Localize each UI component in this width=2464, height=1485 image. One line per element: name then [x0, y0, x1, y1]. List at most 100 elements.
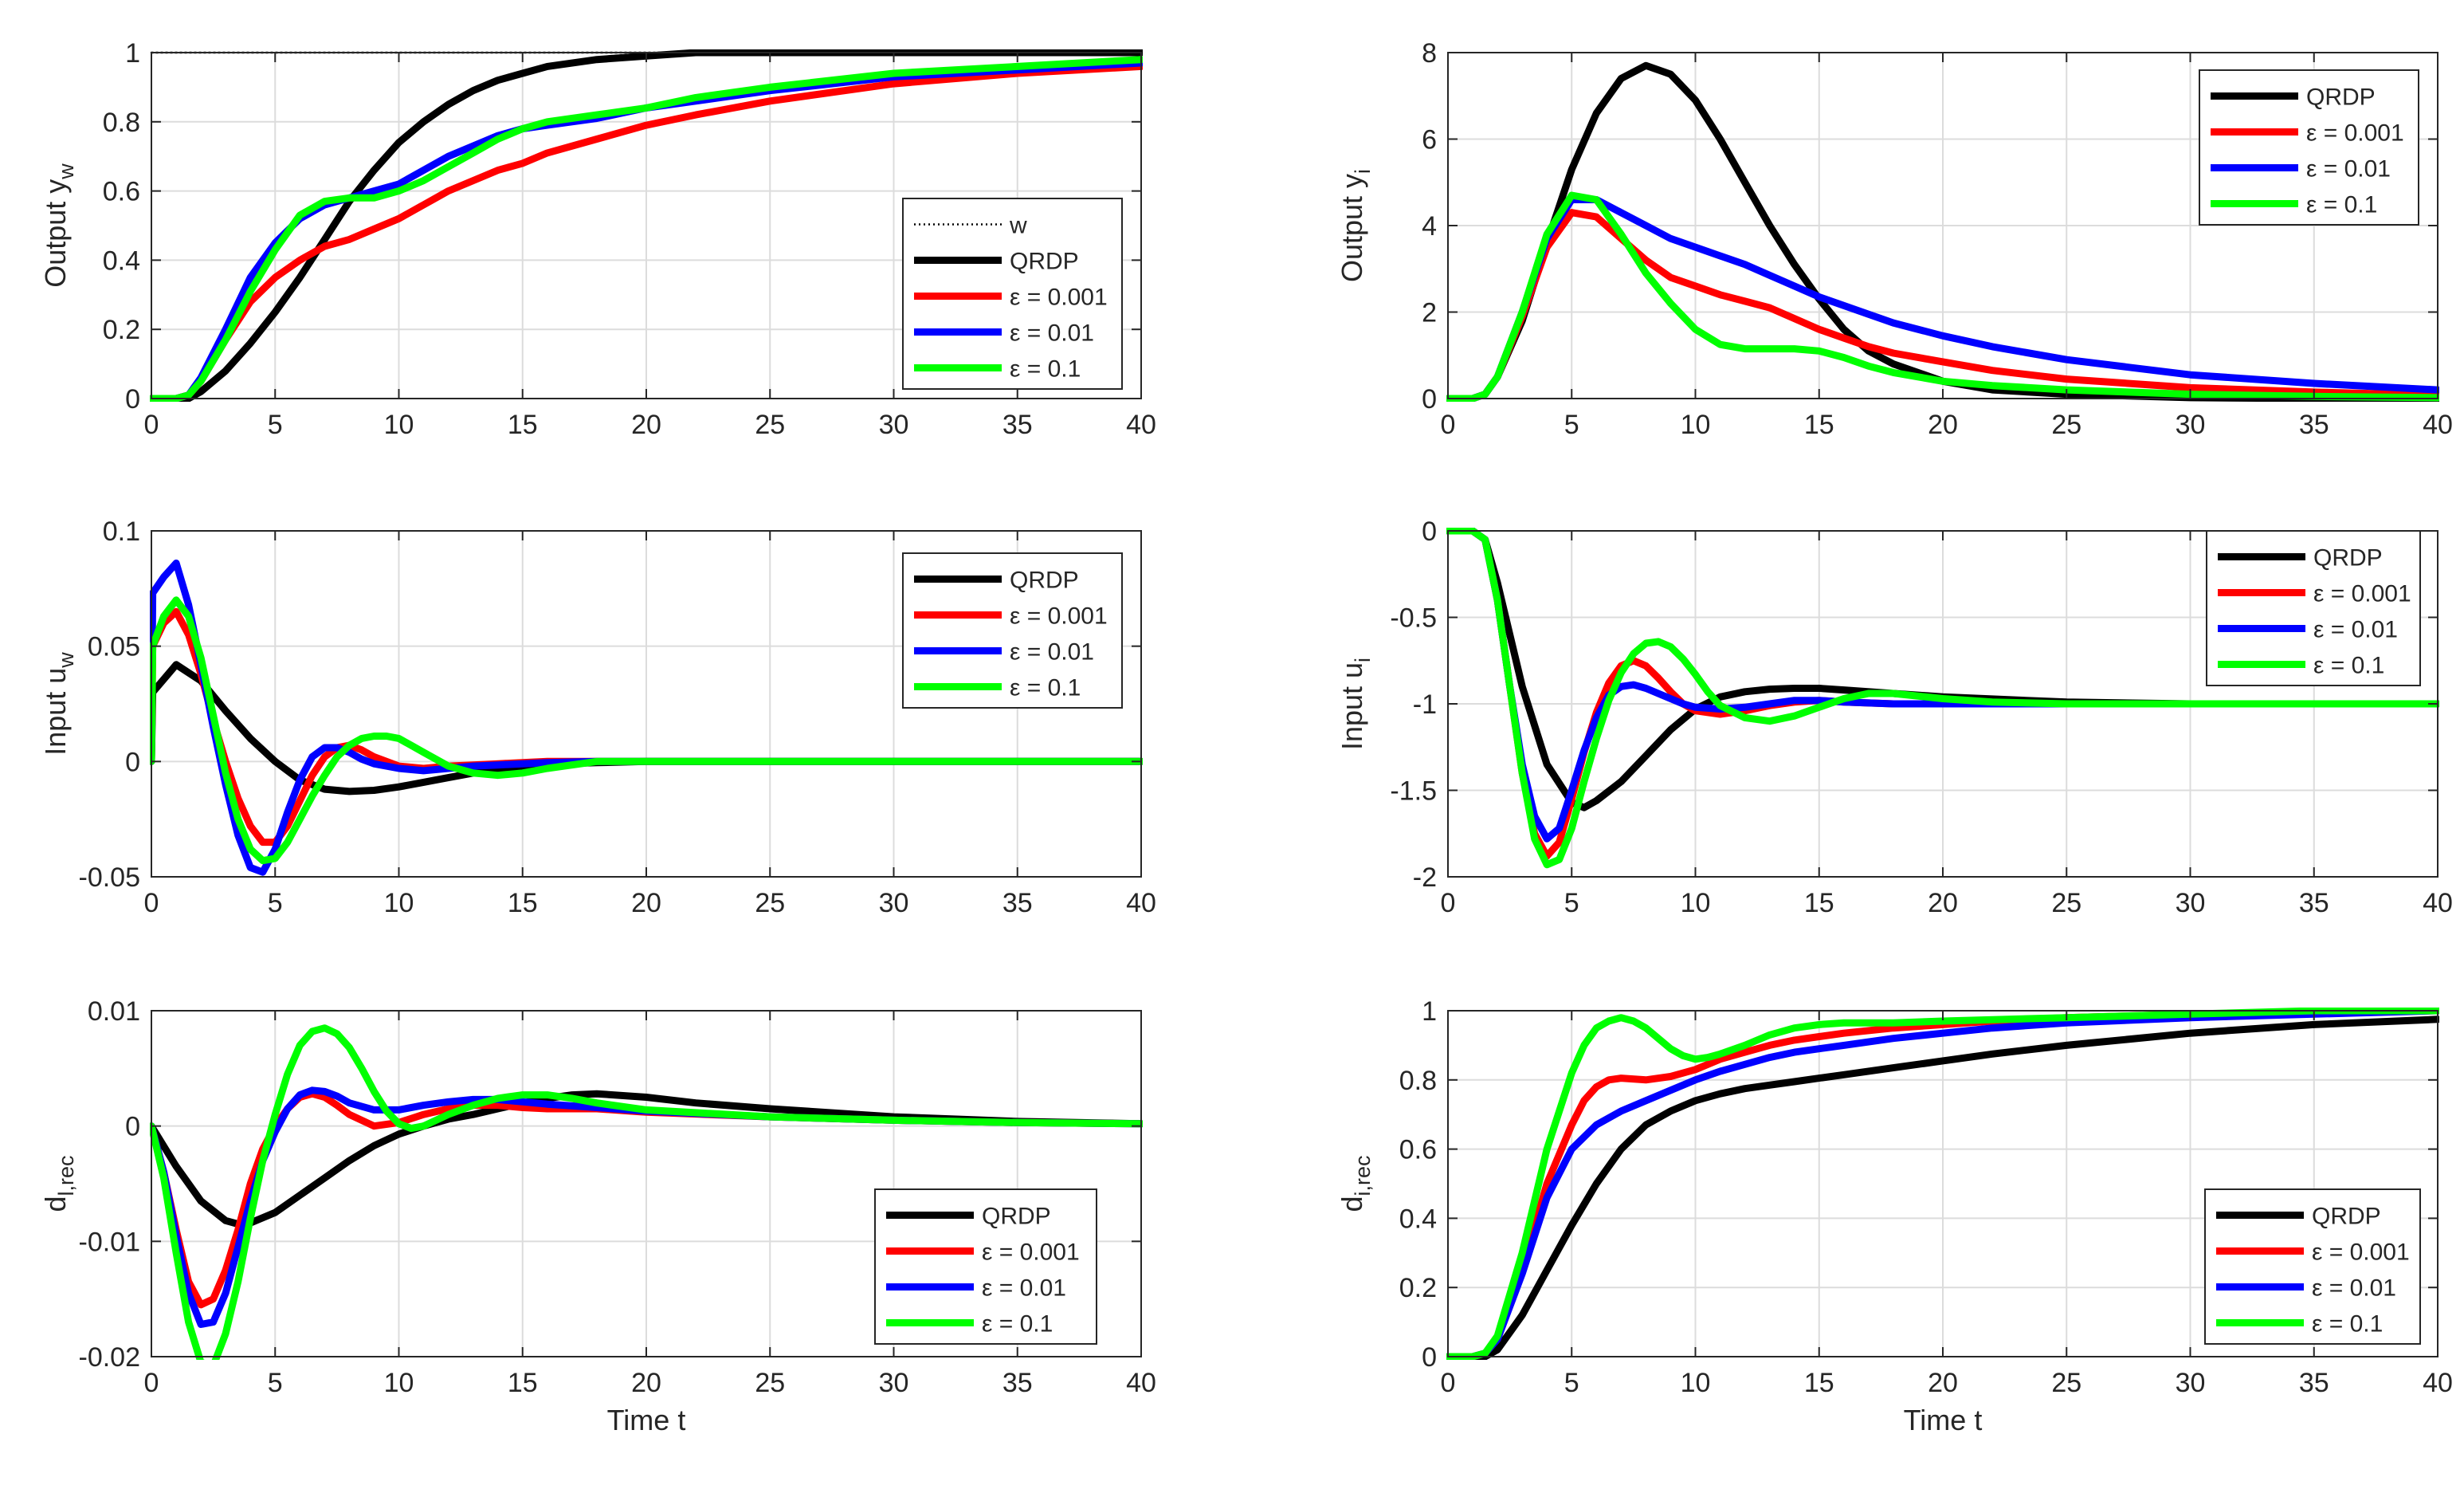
y-tick-label: -1 [1413, 689, 1437, 720]
legend-label-QRDP: QRDP [2306, 84, 2376, 111]
y-tick-label: 4 [1422, 211, 1437, 242]
y-tick-label: 0 [125, 1112, 140, 1142]
x-axis-label: Time t [607, 1404, 686, 1436]
x-tick-label: 40 [1126, 410, 1156, 440]
y-axis-label-sub: i [1351, 658, 1375, 662]
legend: QRDP ε = 0.001 ε = 0.01 ε = 0.1 [2199, 69, 2419, 226]
legend-label-eps001: ε = 0.01 [2313, 617, 2398, 643]
y-axis-label-sub: w [54, 163, 78, 180]
legend: QRDP ε = 0.001 ε = 0.01 ε = 0.1 [2206, 530, 2421, 686]
y-tick-label: 0.01 [88, 996, 140, 1027]
x-tick-label: 25 [2051, 1368, 2081, 1398]
subplot-6: 0 5 10 15 20 25 30 35 40 0 0.2 0.4 0.6 0.8 1 di,rec Time… [1336, 996, 2453, 1436]
x-axis-label: Time t [1904, 1404, 1983, 1436]
y-axis-label-main: Output y [39, 179, 72, 288]
x-tick-label: 20 [1928, 1368, 1958, 1398]
y-tick-label: 0 [125, 384, 140, 414]
y-tick-label: 0.8 [103, 108, 140, 138]
x-tick-label: 35 [2299, 410, 2329, 440]
y-tick-label: -0.05 [79, 862, 141, 893]
legend-label-w: w [1009, 213, 1027, 239]
x-tick-label: 35 [2299, 1368, 2329, 1398]
series-group [150, 1024, 1143, 1360]
y-tick-label: -1.5 [1390, 776, 1437, 807]
x-tick-label: 0 [144, 1368, 159, 1398]
y-tick-label: 0.1 [103, 517, 140, 547]
legend-label-eps0001: ε = 0.001 [982, 1239, 1080, 1266]
legend-label-QRDP: QRDP [1010, 249, 1079, 275]
legend-label-eps01: ε = 0.1 [1010, 356, 1081, 383]
x-tick-label: 5 [268, 888, 283, 918]
x-tick-label: 40 [1126, 1368, 1156, 1398]
y-axis-label-main: d [1336, 1196, 1368, 1212]
series-line-eps001 [1446, 1008, 2439, 1360]
subplot-5: 0 5 10 15 20 25 30 35 40 -0.02 -0.01 0 0.01 dl,rec Tim… [39, 996, 1156, 1436]
y-tick-label: 6 [1422, 125, 1437, 155]
x-tick-label: 0 [144, 410, 159, 440]
x-tick-label: 30 [2176, 410, 2206, 440]
x-tick-label: 0 [144, 888, 159, 918]
y-axis-label-main: Input u [39, 668, 72, 756]
series-group [1446, 528, 2439, 869]
x-tick-label: 5 [1564, 1368, 1579, 1398]
y-tick-label: 0.2 [103, 315, 140, 345]
y-tick-label: 0 [1422, 517, 1437, 547]
x-tick-label: 10 [1681, 410, 1711, 440]
x-tick-label: 35 [1002, 410, 1033, 440]
x-tick-label: 35 [1002, 888, 1033, 918]
x-tick-label: 40 [2423, 888, 2453, 918]
y-axis-label-sub: i,rec [1351, 1155, 1375, 1196]
legend: QRDP ε = 0.001 ε = 0.01 ε = 0.1 [874, 1188, 1097, 1345]
series-group [150, 560, 1143, 876]
legend-label-eps0001: ε = 0.001 [2312, 1239, 2410, 1266]
x-tick-label: 15 [508, 888, 538, 918]
series-line-eps001 [150, 1086, 1143, 1328]
y-tick-label: 2 [1422, 298, 1437, 328]
x-tick-label: 10 [384, 1368, 414, 1398]
x-tick-label: 35 [1002, 1368, 1033, 1398]
x-tick-label: 10 [1681, 1368, 1711, 1398]
x-tick-label: 40 [1126, 888, 1156, 918]
y-tick-label: 0.6 [1399, 1135, 1437, 1165]
y-tick-label: 0.05 [88, 632, 140, 662]
y-tick-label: 0 [1422, 1342, 1437, 1373]
subplot-4: 0 5 10 15 20 25 30 35 40 -2 -1.5 -1 -0.5 0 Input ui QRD… [1336, 517, 2453, 918]
legend-label-eps0001: ε = 0.001 [2306, 120, 2404, 147]
y-axis-label-sub: i [1351, 169, 1375, 174]
legend-label-eps01: ε = 0.1 [1010, 675, 1081, 701]
x-tick-label: 10 [1681, 888, 1711, 918]
y-axis-label: Input uw [39, 652, 78, 756]
x-tick-label: 40 [2423, 410, 2453, 440]
x-tick-label: 40 [2423, 1368, 2453, 1398]
x-tick-label: 5 [268, 410, 283, 440]
y-axis-label: Output yi [1336, 169, 1375, 282]
y-tick-label: 0.4 [1399, 1204, 1437, 1234]
series-line-eps01 [150, 1024, 1143, 1360]
y-tick-label: 1 [1422, 996, 1437, 1027]
x-tick-label: 0 [1441, 1368, 1456, 1398]
x-tick-label: 30 [879, 410, 909, 440]
y-tick-label: 0.6 [103, 177, 140, 207]
x-tick-label: 20 [1928, 888, 1958, 918]
legend: QRDP ε = 0.001 ε = 0.01 ε = 0.1 [2204, 1188, 2421, 1345]
y-tick-label: -2 [1413, 862, 1437, 893]
x-tick-label: 10 [384, 888, 414, 918]
x-tick-label: 5 [268, 1368, 283, 1398]
y-tick-label: 8 [1422, 38, 1437, 69]
legend-label-eps001: ε = 0.01 [1010, 639, 1094, 666]
series-group [1446, 61, 2439, 402]
x-tick-label: 30 [879, 888, 909, 918]
legend-label-eps01: ε = 0.1 [982, 1311, 1053, 1338]
series-group [1446, 1008, 2439, 1360]
x-tick-label: 35 [2299, 888, 2329, 918]
x-tick-label: 20 [631, 1368, 661, 1398]
y-axis-label: Output yw [39, 163, 78, 288]
x-tick-label: 20 [1928, 410, 1958, 440]
y-tick-label: 0.8 [1399, 1066, 1437, 1096]
x-tick-label: 0 [1441, 410, 1456, 440]
legend-label-eps01: ε = 0.1 [2313, 653, 2384, 679]
x-tick-label: 20 [631, 888, 661, 918]
